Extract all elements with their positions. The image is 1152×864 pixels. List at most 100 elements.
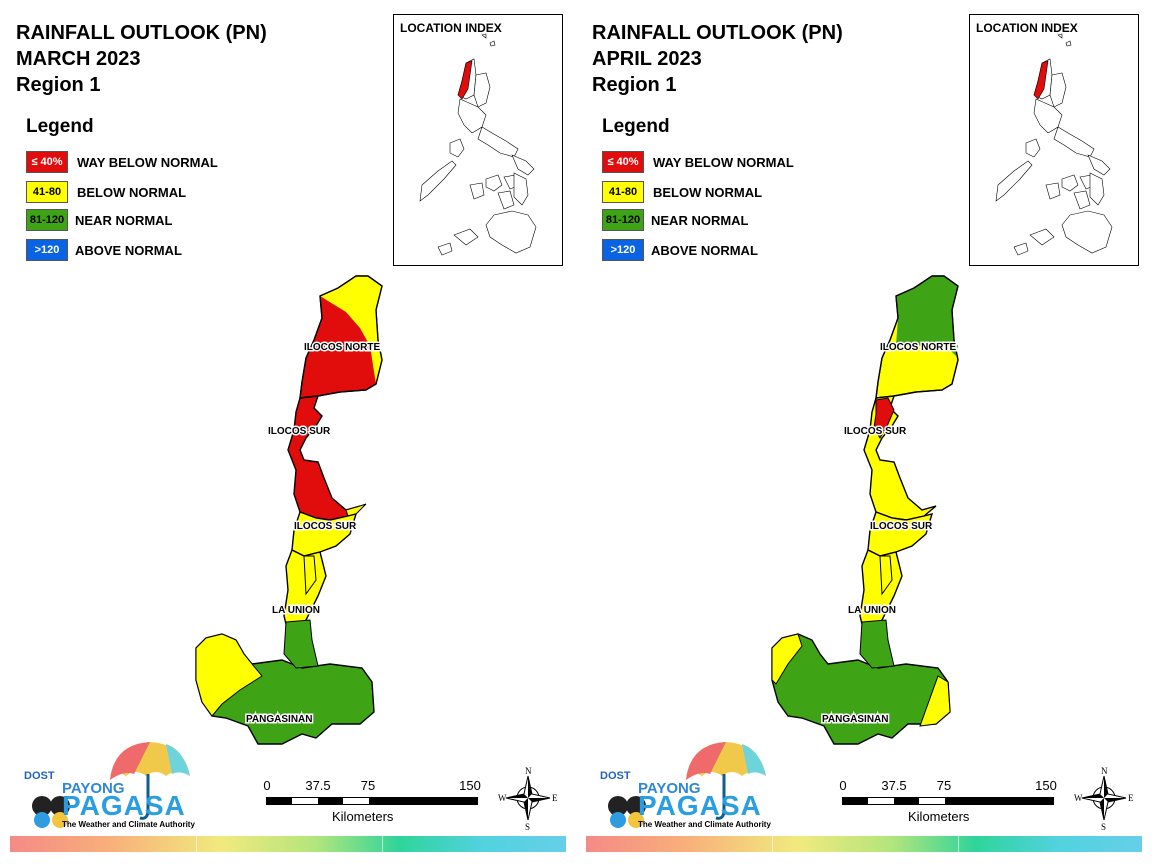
legend-code: 81-120 — [605, 214, 641, 226]
legend-swatch: 81-120 — [602, 209, 644, 231]
footer-gradient-bar — [10, 836, 566, 852]
legend-code: >120 — [610, 244, 636, 256]
logo-brand-top: PAYONG — [638, 780, 701, 797]
philippines-outline — [419, 33, 537, 256]
logo-tagline: The Weather and Climate Authority — [62, 820, 195, 829]
compass-rose: N S E W — [1072, 764, 1136, 832]
label-ilocos-sur-north: ILOCOS SUR — [268, 426, 331, 437]
legend-label: NEAR NORMAL — [75, 212, 173, 228]
panel-march: RAINFALL OUTLOOK (PN) MARCH 2023 Region … — [10, 14, 566, 852]
compass-s: S — [1101, 822, 1106, 832]
map-title-block: RAINFALL OUTLOOK (PN) MARCH 2023 Region … — [16, 20, 267, 98]
province-ilocos-sur-north — [287, 395, 361, 521]
legend-item-above: >120 ABOVE NORMAL — [26, 238, 182, 262]
legend-item-below: 41-80 BELOW NORMAL — [26, 180, 186, 204]
legend-swatch: >120 — [26, 239, 68, 261]
compass-n: N — [525, 766, 532, 776]
scale-tick: 0 — [263, 778, 271, 793]
footer-gradient-bar — [586, 836, 1142, 852]
compass-w: W — [1074, 793, 1083, 803]
logo-brand-main: PAGASA — [62, 790, 186, 821]
compass-rose: N S E W — [496, 764, 560, 832]
scale-tick: 37.5 — [881, 778, 907, 793]
scale-tick: 0 — [839, 778, 847, 793]
inset-label: LOCATION INDEX — [400, 21, 502, 35]
scale-bar-graphic — [266, 797, 478, 805]
scale-unit: Kilometers — [908, 809, 970, 824]
label-la-union: LA UNION — [272, 605, 320, 616]
legend-item-way-below: ≤ 40% WAY BELOW NORMAL — [602, 150, 794, 174]
province-ilocos-sur-south — [291, 511, 358, 557]
umbrella-icon — [32, 742, 190, 828]
province-ilocos-sur-south — [867, 511, 934, 557]
legend-label: WAY BELOW NORMAL — [653, 154, 794, 170]
compass-e: E — [552, 793, 558, 803]
region-map: ILOCOS NORTE ILOCOS SUR ILOCOS SUR LA UN… — [195, 275, 383, 745]
compass-w: W — [498, 793, 507, 803]
legend-swatch: 81-120 — [26, 209, 68, 231]
compass-n: N — [1101, 766, 1108, 776]
legend-label: ABOVE NORMAL — [75, 242, 182, 258]
map-month: MARCH 2023 — [16, 48, 141, 70]
legend-label: WAY BELOW NORMAL — [77, 154, 218, 170]
legend-code: 81-120 — [29, 214, 65, 226]
legend-swatch: ≤ 40% — [26, 151, 68, 173]
umbrella-icon — [608, 742, 766, 828]
legend-item-below: 41-80 BELOW NORMAL — [602, 180, 762, 204]
legend-label: ABOVE NORMAL — [651, 242, 758, 258]
label-pangasinan: PANGASINAN — [822, 714, 888, 725]
legend-code: ≤ 40% — [31, 156, 63, 168]
scale-bar: 0 37.5 75 150 Kilometers — [838, 778, 1068, 828]
legend-swatch: 41-80 — [26, 181, 68, 203]
legend-label: BELOW NORMAL — [77, 184, 187, 200]
legend-item-way-below: ≤ 40% WAY BELOW NORMAL — [26, 150, 218, 174]
scale-bar: 0 37.5 75 150 Kilometers — [262, 778, 492, 828]
scale-tick: 150 — [459, 778, 481, 793]
map-title-block: RAINFALL OUTLOOK (PN) APRIL 2023 Region … — [592, 20, 843, 98]
scale-tick: 37.5 — [305, 778, 331, 793]
panel-april: RAINFALL OUTLOOK (PN) APRIL 2023 Region … — [576, 0, 1152, 864]
legend-item-near: 81-120 NEAR NORMAL — [26, 208, 173, 232]
scale-tick: 150 — [1035, 778, 1057, 793]
legend-title: Legend — [26, 116, 94, 137]
label-ilocos-norte: ILOCOS NORTE — [880, 342, 956, 353]
compass-s: S — [525, 822, 530, 832]
inset-label: LOCATION INDEX — [976, 21, 1078, 35]
logo-brand-top: PAYONG — [62, 780, 125, 797]
label-pangasinan: PANGASINAN — [246, 714, 312, 725]
legend-code: >120 — [34, 244, 60, 256]
label-ilocos-sur-south: ILOCOS SUR — [870, 521, 933, 532]
province-ilocos-sur-north — [863, 395, 937, 521]
label-la-union: LA UNION — [848, 605, 896, 616]
map-month: APRIL 2023 — [592, 48, 702, 70]
map-region: Region 1 — [592, 74, 677, 96]
logo-agency: DOST — [600, 770, 631, 782]
legend-code: ≤ 40% — [607, 156, 639, 168]
label-ilocos-norte: ILOCOS NORTE — [304, 342, 380, 353]
legend-label: NEAR NORMAL — [651, 212, 749, 228]
logo-brand-main: PAGASA — [638, 790, 762, 821]
scale-tick: 75 — [360, 778, 376, 793]
legend-swatch: 41-80 — [602, 181, 644, 203]
logo-agency: DOST — [24, 770, 55, 782]
location-index-inset: LOCATION INDEX — [969, 14, 1139, 266]
map-title: RAINFALL OUTLOOK (PN) — [16, 22, 267, 44]
map-title: RAINFALL OUTLOOK (PN) — [592, 22, 843, 44]
payong-pagasa-logo: DOST PAYONG PAGASA The Weather and Clima… — [16, 740, 196, 830]
region-1-highlight — [1033, 60, 1049, 100]
compass-e: E — [1128, 793, 1134, 803]
legend-item-above: >120 ABOVE NORMAL — [602, 238, 758, 262]
scale-tick: 75 — [936, 778, 952, 793]
region-1-highlight — [457, 60, 473, 100]
legend-swatch: >120 — [602, 239, 644, 261]
philippines-outline — [995, 33, 1113, 256]
legend-code: 41-80 — [608, 186, 638, 198]
label-ilocos-sur-south: ILOCOS SUR — [294, 521, 357, 532]
legend-swatch: ≤ 40% — [602, 151, 644, 173]
label-ilocos-sur-north: ILOCOS SUR — [844, 426, 907, 437]
compass-icon: N S E W — [498, 766, 558, 832]
legend-title: Legend — [602, 116, 670, 137]
map-region: Region 1 — [16, 74, 101, 96]
region-map: ILOCOS NORTE ILOCOS SUR ILOCOS SUR LA UN… — [771, 275, 959, 745]
compass-icon: N S E W — [1074, 766, 1134, 832]
